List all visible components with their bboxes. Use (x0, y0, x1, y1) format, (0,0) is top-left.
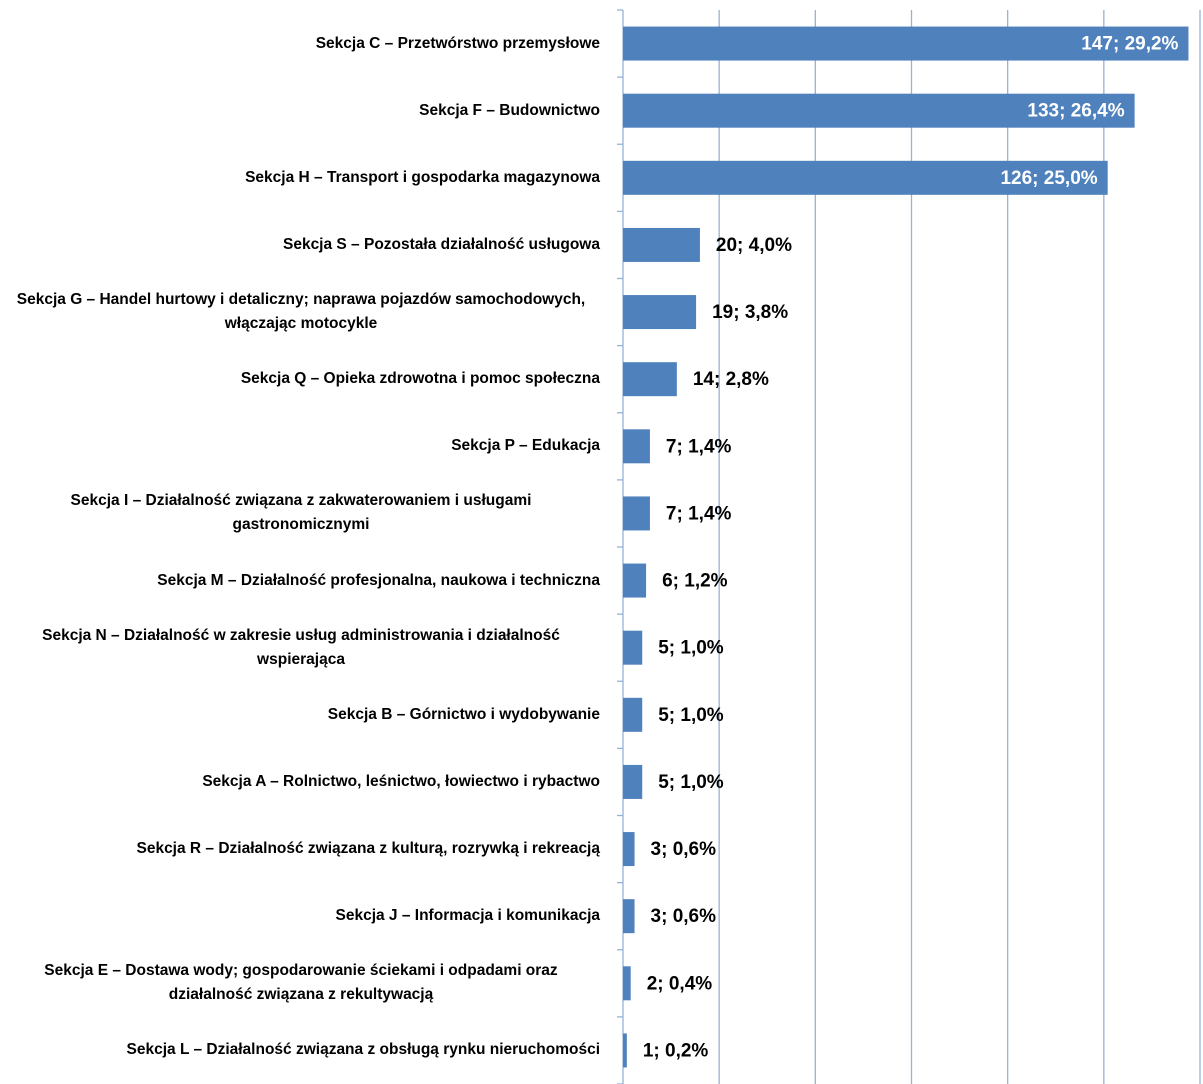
data-label: 133; 26,4% (1027, 101, 1124, 122)
data-label: 19; 3,8% (712, 302, 788, 323)
category-label: Sekcja B – Górnictwo i wydobywanie (327, 705, 600, 723)
bar (623, 697, 643, 732)
category-label-box: Sekcja J – Informacja i komunikacja (336, 904, 601, 928)
data-label: 3; 0,6% (651, 839, 717, 860)
bar (623, 496, 650, 531)
data-label: 7; 1,4% (666, 436, 732, 457)
category-label-box: Sekcja R – Działalność związana z kultur… (136, 837, 600, 861)
category-label: Sekcja I – Działalność związana z zakwat… (70, 492, 532, 534)
category-label: Sekcja R – Działalność związana z kultur… (136, 840, 600, 858)
category-label-box: Sekcja S – Pozostała działalność usługow… (283, 233, 600, 257)
category-label-box: Sekcja E – Dostawa wody; gospodarowanie … (2, 959, 600, 1007)
category-label: Sekcja N – Działalność w zakresie usług … (42, 626, 560, 668)
bar (623, 563, 647, 598)
data-label: 5; 1,0% (658, 705, 724, 726)
bar (623, 1033, 627, 1068)
category-label: Sekcja Q – Opieka zdrowotna i pomoc społ… (240, 370, 600, 388)
bar (623, 966, 631, 1001)
category-label: Sekcja C – Przetwórstwo przemysłowe (315, 34, 600, 52)
data-label: 6; 1,2% (662, 571, 728, 592)
category-label: Sekcja J – Informacja i komunikacja (335, 907, 601, 925)
category-label: Sekcja S – Pozostała działalność usługow… (282, 235, 600, 253)
category-label-box: Sekcja M – Działalność profesjonalna, na… (157, 569, 600, 593)
category-label-box: Sekcja H – Transport i gospodarka magazy… (245, 166, 600, 190)
bar (623, 362, 677, 397)
data-label: 5; 1,0% (658, 638, 724, 659)
bar (623, 764, 643, 799)
category-label: Sekcja E – Dostawa wody; gospodarowanie … (44, 962, 558, 1004)
bar (623, 26, 1189, 61)
bar (623, 429, 650, 464)
category-label-box: Sekcja B – Górnictwo i wydobywanie (328, 703, 600, 727)
bar (623, 160, 1108, 195)
category-label: Sekcja H – Transport i gospodarka magazy… (245, 168, 600, 186)
bar (623, 630, 643, 665)
data-label: 20; 4,0% (716, 235, 792, 256)
category-label-box: Sekcja G – Handel hurtowy i detaliczny; … (2, 288, 600, 336)
data-label: 3; 0,6% (651, 906, 717, 927)
data-label: 1; 0,2% (643, 1040, 709, 1061)
bar (623, 832, 635, 867)
bar (623, 295, 697, 330)
category-label-box: Sekcja Q – Opieka zdrowotna i pomoc społ… (241, 367, 600, 391)
data-label: 126; 25,0% (1000, 168, 1097, 189)
category-label-box: Sekcja N – Działalność w zakresie usług … (2, 624, 600, 672)
data-label: 5; 1,0% (658, 772, 724, 793)
data-label: 14; 2,8% (693, 369, 769, 390)
category-label: Sekcja A – Rolnictwo, leśnictwo, łowiect… (202, 772, 600, 790)
data-label: 147; 29,2% (1081, 34, 1178, 55)
category-label-box: Sekcja L – Działalność związana z obsług… (127, 1038, 600, 1062)
category-label-box: Sekcja I – Działalność związana z zakwat… (2, 489, 600, 537)
category-label: Sekcja M – Działalność profesjonalna, na… (157, 571, 600, 589)
data-label: 7; 1,4% (666, 503, 732, 524)
category-label-box: Sekcja A – Rolnictwo, leśnictwo, łowiect… (202, 770, 600, 794)
bar (623, 899, 635, 934)
bar (623, 93, 1135, 128)
category-label: Sekcja F – Budownictwo (419, 101, 600, 119)
data-label: 2; 0,4% (647, 973, 713, 994)
category-label: Sekcja P – Edukacja (451, 437, 600, 455)
category-label: Sekcja G – Handel hurtowy i detaliczny; … (16, 291, 586, 333)
category-label-box: Sekcja F – Budownictwo (419, 99, 600, 123)
category-label-box: Sekcja P – Edukacja (451, 434, 600, 458)
bar (623, 227, 700, 262)
category-label-box: Sekcja C – Przetwórstwo przemysłowe (316, 32, 600, 56)
category-label: Sekcja L – Działalność związana z obsług… (126, 1041, 600, 1059)
